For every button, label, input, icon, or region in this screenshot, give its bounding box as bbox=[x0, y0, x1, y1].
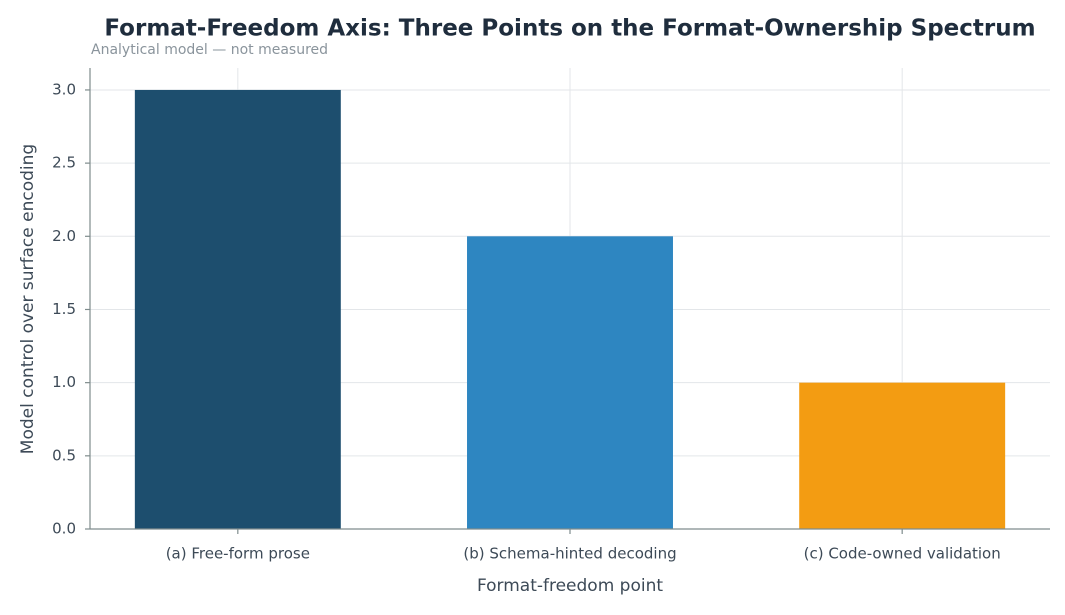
bar bbox=[799, 382, 1006, 529]
y-tick-label: 1.0 bbox=[52, 373, 76, 391]
x-axis-label: Format-freedom point bbox=[477, 576, 663, 596]
y-tick-label: 3.0 bbox=[52, 80, 76, 98]
y-tick-label: 2.0 bbox=[52, 227, 76, 245]
x-tick-label: (a) Free-form prose bbox=[166, 545, 310, 563]
y-tick-label: 0.0 bbox=[52, 520, 76, 538]
chart-title: Format-Freedom Axis: Three Points on the… bbox=[104, 16, 1035, 42]
y-tick-label: 1.5 bbox=[52, 300, 76, 318]
bar bbox=[467, 236, 673, 530]
y-tick-label: 2.5 bbox=[52, 154, 76, 172]
bar bbox=[134, 89, 341, 529]
y-tick-label: 0.5 bbox=[52, 446, 76, 464]
x-tick-label: (c) Code-owned validation bbox=[804, 545, 1001, 563]
chart-subtitle: Analytical model — not measured bbox=[91, 42, 328, 58]
y-axis-label: Model control over surface encoding bbox=[18, 144, 38, 454]
x-tick-label: (b) Schema-hinted decoding bbox=[463, 545, 676, 563]
